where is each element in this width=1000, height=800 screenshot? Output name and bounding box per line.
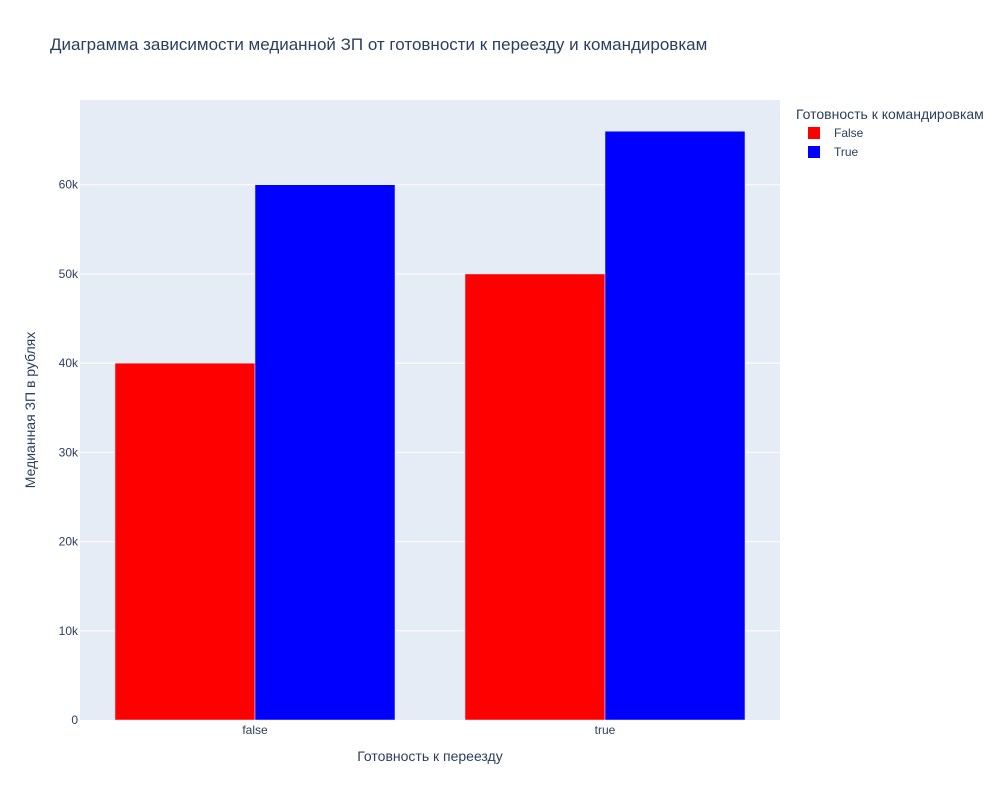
legend: Готовность к командировкам False True: [796, 106, 984, 159]
chart-title: Диаграмма зависимости медианной ЗП от го…: [50, 35, 707, 54]
y-tick-label: 40k: [59, 356, 79, 370]
y-axis-title: Медианная ЗП в рублях: [22, 332, 38, 488]
x-axis-title: Готовность к переезду: [357, 748, 502, 764]
x-tick-label: true: [595, 723, 616, 737]
legend-label-false[interactable]: False: [834, 126, 864, 140]
legend-label-true[interactable]: True: [834, 145, 859, 159]
x-axis-ticks: false true: [242, 723, 615, 737]
y-tick-label: 30k: [59, 445, 79, 459]
y-tick-label: 0: [71, 713, 78, 727]
y-tick-label: 60k: [59, 178, 79, 192]
bar-true-true: [604, 130, 746, 721]
y-tick-label: 20k: [59, 535, 79, 549]
bar-false-true: [254, 184, 396, 721]
y-axis-ticks: 0 10k 20k 30k 40k 50k 60k: [59, 178, 79, 727]
bar-true-false: [464, 273, 606, 721]
bar-false-false: [114, 362, 256, 721]
bars: [114, 130, 746, 721]
legend-swatch-true[interactable]: [808, 146, 820, 158]
legend-title: Готовность к командировкам: [796, 106, 984, 122]
y-tick-label: 50k: [59, 267, 79, 281]
x-tick-label: false: [242, 723, 268, 737]
legend-swatch-false[interactable]: [808, 127, 820, 139]
y-tick-label: 10k: [59, 624, 79, 638]
